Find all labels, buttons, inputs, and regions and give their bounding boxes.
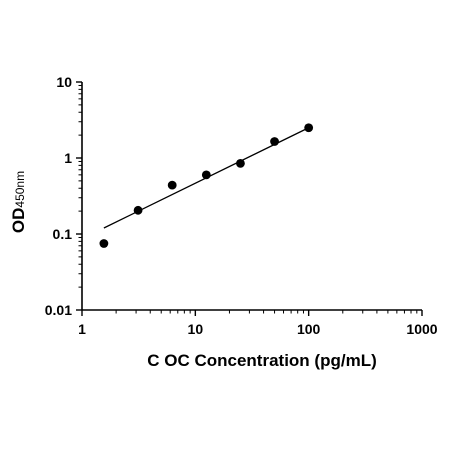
axes [81,82,422,311]
y-axis-ticks: 0.01 0.1 1 10 [45,74,82,318]
y-axis-title-subscript: 450nm [13,171,27,208]
y-tick-label: 10 [56,74,72,90]
y-tick-label: 0.1 [53,226,73,242]
data-points [99,123,314,248]
y-axis-title: OD450nm [9,171,28,233]
data-point [133,205,143,215]
data-point [236,158,245,168]
y-tick-label: 1 [64,150,72,166]
x-tick-label: 1000 [406,321,437,337]
data-point [99,239,109,248]
x-tick-label: 1 [78,321,86,337]
data-point [270,137,279,146]
data-point [167,180,177,190]
y-tick-label: 0.01 [45,302,72,318]
x-axis-ticks: 1 10 100 1000 [78,310,438,337]
x-tick-label: 100 [297,321,321,337]
x-axis-title: C OC Concentration (pg/mL) [147,351,376,370]
data-point [201,170,211,180]
data-point [304,123,314,133]
x-tick-label: 10 [188,321,204,337]
y-axis-title-main: OD [9,208,28,234]
